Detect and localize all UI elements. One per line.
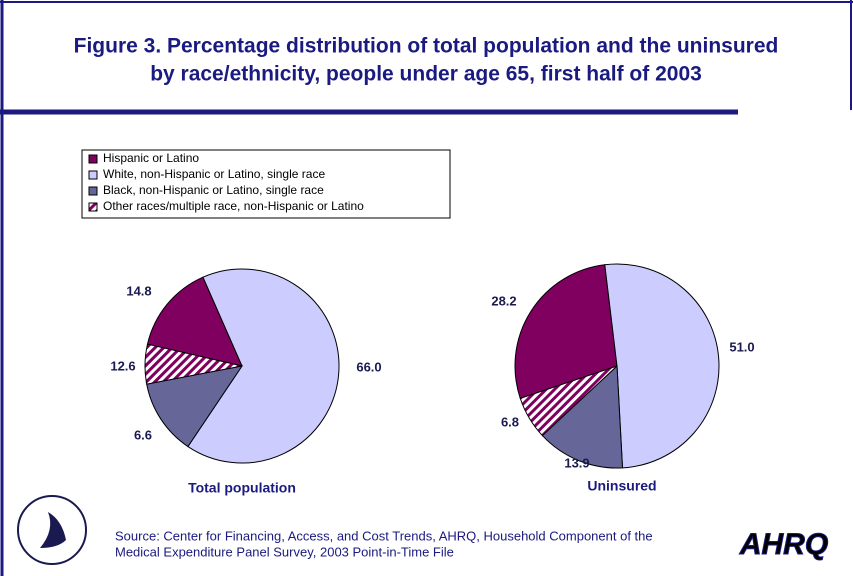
legend-swatch xyxy=(88,202,98,212)
pie-label: Uninsured xyxy=(587,478,656,494)
legend-label: Other races/multiple race, non-Hispanic … xyxy=(103,199,364,213)
hhs-seal xyxy=(17,495,87,565)
source: Medical Expenditure Panel Survey, 2003 P… xyxy=(115,544,454,559)
legend-label: White, non-Hispanic or Latino, single ra… xyxy=(103,167,325,181)
legend-label: Hispanic or Latino xyxy=(103,151,199,165)
data-label: 51.0 xyxy=(729,339,754,354)
data-label: 6.6 xyxy=(134,427,152,442)
source: Source: Center for Financing, Access, an… xyxy=(115,528,653,543)
pie-slice xyxy=(144,343,243,385)
pie-slice xyxy=(146,365,244,448)
logo: AHRQ xyxy=(739,528,828,561)
chart-title: Figure 3. Percentage distribution of tot… xyxy=(74,35,779,58)
data-label: 13.9 xyxy=(564,455,589,470)
chart-title: by race/ethnicity, people under age 65, … xyxy=(150,63,702,86)
pie-label: Total population xyxy=(188,480,296,496)
data-label: 6.8 xyxy=(501,414,519,429)
legend-swatch xyxy=(88,154,98,164)
pie-slice xyxy=(541,364,624,469)
pie-slice xyxy=(146,276,243,367)
pie-slice xyxy=(604,263,720,469)
legend-swatch xyxy=(88,170,98,180)
legend-label: Black, non-Hispanic or Latino, single ra… xyxy=(103,183,324,197)
data-label: 66.0 xyxy=(356,359,381,374)
data-label: 14.8 xyxy=(126,283,151,298)
pie-slice xyxy=(514,264,618,399)
legend-swatch xyxy=(88,186,98,196)
data-label: 28.2 xyxy=(491,293,516,308)
pie-slice xyxy=(187,268,340,464)
legend xyxy=(81,149,451,219)
data-label: 12.6 xyxy=(110,358,135,373)
pie-slice xyxy=(519,365,618,437)
